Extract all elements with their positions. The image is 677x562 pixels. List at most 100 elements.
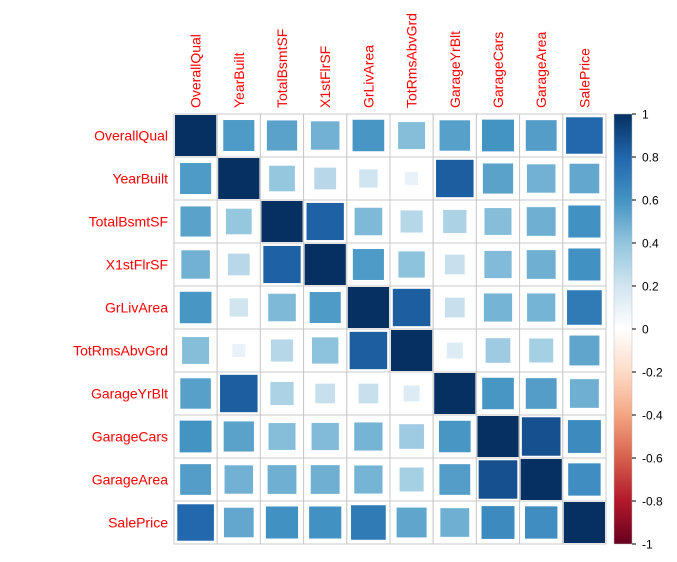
colorbar-tick-label: 0.6	[642, 194, 659, 208]
correlation-square-YearBuilt-GarageArea	[526, 164, 556, 193]
correlation-square-GarageYrBlt-GarageArea	[525, 378, 557, 409]
cell-frame	[303, 156, 348, 201]
correlation-square-TotalBsmtSF-YearBuilt	[225, 208, 252, 235]
correlation-square-SalePrice-GarageArea	[524, 506, 558, 539]
correlation-square-OverallQual-GarageYrBlt	[439, 120, 471, 151]
correlation-square-GrLivArea-TotalBsmtSF	[268, 293, 296, 322]
row-label: GrLivArea	[105, 300, 168, 316]
correlation-square-OverallQual-GrLivArea	[352, 119, 385, 152]
row-label: TotalBsmtSF	[89, 214, 168, 230]
correlation-square-GarageArea-GarageYrBlt	[439, 464, 471, 495]
correlation-square-GrLivArea-OverallQual	[179, 291, 212, 324]
correlation-square-TotRmsAbvGrd-GarageArea	[529, 338, 554, 363]
correlation-square-TotRmsAbvGrd-YearBuilt	[232, 344, 246, 357]
correlation-square-TotalBsmtSF-GarageCars	[484, 208, 512, 235]
correlation-square-X1stFlrSF-TotRmsAbvGrd	[398, 251, 425, 278]
correlation-square-GarageYrBlt-GarageYrBlt	[434, 373, 476, 414]
correlation-square-TotalBsmtSF-TotRmsAbvGrd	[400, 210, 423, 233]
correlation-square-GarageCars-GarageCars	[477, 416, 519, 457]
correlation-square-GarageYrBlt-TotalBsmtSF	[270, 381, 294, 406]
colorbar-tick-label: 0	[642, 323, 649, 337]
column-label: YearBuilt	[231, 52, 247, 108]
correlation-square-X1stFlrSF-TotalBsmtSF	[263, 245, 301, 284]
correlation-square-TotRmsAbvGrd-GarageCars	[485, 338, 511, 363]
correlation-square-TotRmsAbvGrd-GrLivArea	[349, 331, 388, 370]
correlation-square-GarageCars-TotalBsmtSF	[268, 423, 296, 450]
colorbar: 1 0.8 0.6 0.4 0.2 0 -0.2 -0.4 -0.6 -0.8 -1	[613, 108, 663, 552]
column-label: GrLivArea	[360, 45, 376, 108]
correlation-square-GarageYrBlt-TotRmsAbvGrd	[403, 385, 420, 402]
correlation-square-GrLivArea-SalePrice	[567, 290, 602, 325]
correlation-square-TotalBsmtSF-GrLivArea	[354, 207, 383, 236]
correlation-square-YearBuilt-YearBuilt	[218, 158, 260, 199]
correlation-square-TotalBsmtSF-OverallQual	[180, 206, 211, 237]
correlation-square-GarageCars-SalePrice	[567, 420, 601, 453]
correlation-square-SalePrice-SalePrice	[563, 502, 605, 543]
correlation-square-GarageYrBlt-YearBuilt	[220, 374, 258, 413]
correlation-square-GrLivArea-TotRmsAbvGrd	[392, 288, 431, 327]
column-label: OverallQual	[188, 34, 204, 108]
correlation-square-GarageCars-GarageArea	[521, 417, 561, 456]
correlation-square-X1stFlrSF-SalePrice	[568, 248, 601, 281]
correlation-square-TotalBsmtSF-SalePrice	[568, 205, 601, 238]
cell-frame	[216, 199, 261, 244]
correlation-square-GarageYrBlt-SalePrice	[569, 379, 599, 408]
row-labels: OverallQual YearBuilt TotalBsmtSF X1stFlrSF…	[73, 128, 168, 531]
column-label: GarageArea	[533, 32, 549, 108]
correlation-square-GarageCars-X1stFlrSF	[311, 422, 339, 451]
correlation-square-TotRmsAbvGrd-GarageYrBlt	[446, 342, 463, 359]
correlation-square-YearBuilt-OverallQual	[180, 163, 212, 194]
row-label: GarageYrBlt	[91, 386, 168, 402]
correlation-square-OverallQual-TotRmsAbvGrd	[398, 122, 426, 149]
correlation-square-X1stFlrSF-X1stFlrSF	[304, 244, 346, 285]
correlation-square-GarageArea-SalePrice	[568, 463, 601, 496]
correlation-square-GarageArea-TotalBsmtSF	[267, 465, 297, 494]
correlation-square-YearBuilt-GrLivArea	[359, 169, 378, 188]
correlation-square-GarageCars-TotRmsAbvGrd	[399, 424, 424, 449]
correlation-square-YearBuilt-SalePrice	[569, 163, 600, 194]
correlation-square-TotalBsmtSF-TotalBsmtSF	[261, 201, 303, 242]
column-label: TotalBsmtSF	[274, 29, 290, 108]
correlation-square-TotRmsAbvGrd-TotalBsmtSF	[270, 339, 294, 362]
correlation-square-TotalBsmtSF-GarageArea	[526, 207, 556, 236]
colorbar-tick-label: 1	[642, 108, 649, 122]
correlation-square-GarageArea-GarageArea	[520, 459, 562, 500]
correlation-square-GarageArea-OverallQual	[180, 464, 212, 495]
correlation-square-GrLivArea-GarageArea	[527, 293, 556, 322]
correlation-square-GarageYrBlt-GarageCars	[482, 377, 514, 410]
correlation-square-X1stFlrSF-YearBuilt	[227, 253, 250, 276]
colorbar-tick-label: -0.2	[642, 366, 663, 380]
correlation-square-OverallQual-TotalBsmtSF	[266, 120, 298, 151]
correlation-square-OverallQual-YearBuilt	[223, 120, 255, 151]
correlation-square-OverallQual-SalePrice	[566, 117, 603, 154]
colorbar-tick-label: 0.8	[642, 151, 659, 165]
column-label: TotRmsAbvGrd	[404, 13, 420, 108]
correlation-square-GarageArea-X1stFlrSF	[310, 465, 340, 494]
correlation-square-GarageArea-GrLivArea	[354, 465, 383, 494]
correlation-square-GarageArea-TotRmsAbvGrd	[399, 467, 424, 492]
correlation-square-GarageCars-OverallQual	[179, 420, 212, 453]
column-label: X1stFlrSF	[317, 46, 333, 108]
correlation-square-SalePrice-TotalBsmtSF	[265, 506, 299, 539]
correlation-square-SalePrice-GrLivArea	[351, 505, 386, 540]
correlation-square-YearBuilt-TotalBsmtSF	[269, 165, 295, 192]
row-label: OverallQual	[94, 128, 168, 144]
colorbar-gradient	[613, 113, 633, 545]
correlation-square-GarageArea-YearBuilt	[224, 465, 254, 494]
column-labels: OverallQual YearBuilt TotalBsmtSF X1stFlrSF…	[188, 13, 593, 108]
correlation-square-GrLivArea-GrLivArea	[347, 287, 389, 328]
correlation-square-GarageCars-GarageYrBlt	[438, 420, 471, 453]
colorbar-tick-label: -0.8	[642, 495, 663, 509]
correlation-square-X1stFlrSF-GarageArea	[526, 250, 556, 279]
correlation-square-OverallQual-GarageArea	[525, 120, 557, 151]
correlation-square-GrLivArea-X1stFlrSF	[309, 292, 341, 323]
correlation-square-GrLivArea-YearBuilt	[229, 298, 249, 317]
row-label: X1stFlrSF	[106, 257, 168, 273]
correlation-square-SalePrice-X1stFlrSF	[309, 506, 342, 539]
correlation-square-YearBuilt-GarageYrBlt	[436, 159, 474, 198]
correlation-square-GarageYrBlt-OverallQual	[180, 378, 211, 409]
correlation-square-X1stFlrSF-OverallQual	[181, 250, 210, 279]
row-label: GarageArea	[92, 472, 168, 488]
correlation-square-GrLivArea-GarageCars	[483, 293, 513, 322]
